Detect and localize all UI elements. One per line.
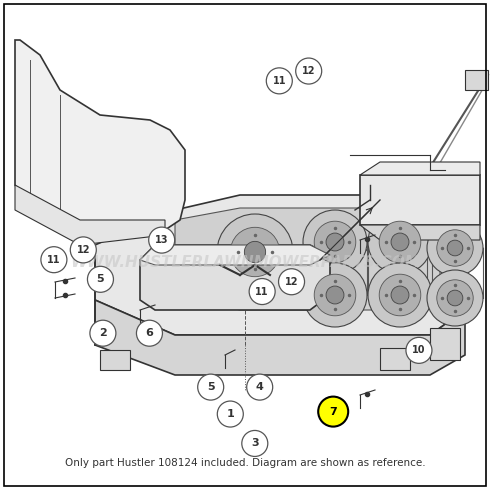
Text: WWW.HUSTLERLAWNMOWERPARTS.COM: WWW.HUSTLERLAWNMOWERPARTS.COM [70,255,420,270]
Text: 12: 12 [285,277,298,287]
Circle shape [136,320,163,346]
Polygon shape [140,245,330,310]
Text: 5: 5 [97,274,104,284]
Text: 5: 5 [207,382,215,392]
Text: 12: 12 [76,245,90,255]
Circle shape [314,274,356,316]
Circle shape [303,263,367,327]
Circle shape [249,278,275,305]
Polygon shape [95,300,465,375]
Polygon shape [360,175,480,225]
Text: 2: 2 [99,328,107,338]
Circle shape [326,286,344,304]
Text: 11: 11 [272,76,286,86]
Circle shape [278,269,305,295]
Circle shape [246,374,273,400]
Circle shape [70,237,97,263]
Circle shape [217,401,244,427]
Text: 4: 4 [256,382,264,392]
Polygon shape [360,162,480,175]
Polygon shape [140,245,330,265]
Text: 11: 11 [47,255,61,265]
Polygon shape [15,185,165,245]
Text: 12: 12 [302,66,316,76]
Circle shape [295,58,322,84]
Polygon shape [430,328,460,360]
Polygon shape [465,70,488,90]
Circle shape [314,221,356,263]
Circle shape [242,430,268,457]
Polygon shape [95,195,465,335]
Circle shape [427,270,483,326]
Circle shape [391,286,409,304]
Circle shape [379,221,421,263]
Polygon shape [380,348,410,370]
Circle shape [427,220,483,276]
Circle shape [230,227,280,277]
Circle shape [447,290,463,306]
Circle shape [87,266,114,293]
Text: 10: 10 [412,345,426,355]
Text: 1: 1 [226,409,234,419]
Circle shape [437,230,473,266]
Text: 7: 7 [329,407,337,416]
Polygon shape [360,225,480,240]
Circle shape [217,214,293,290]
Text: 11: 11 [255,287,269,296]
Circle shape [406,337,432,364]
Text: 3: 3 [251,439,259,448]
Circle shape [391,233,409,251]
Circle shape [245,242,266,263]
Circle shape [318,396,348,427]
Circle shape [447,240,463,256]
Polygon shape [15,40,185,230]
Circle shape [148,227,175,253]
Circle shape [90,320,116,346]
Circle shape [368,210,432,274]
Circle shape [326,233,344,251]
Polygon shape [175,208,440,310]
Circle shape [266,68,293,94]
Circle shape [303,210,367,274]
Text: 6: 6 [146,328,153,338]
Circle shape [437,280,473,316]
Text: 13: 13 [155,235,169,245]
Circle shape [197,374,224,400]
Circle shape [379,274,421,316]
Polygon shape [100,350,130,370]
Circle shape [368,263,432,327]
Text: Only part Hustler 108124 included. Diagram are shown as reference.: Only part Hustler 108124 included. Diagr… [65,458,425,468]
Circle shape [41,246,67,273]
